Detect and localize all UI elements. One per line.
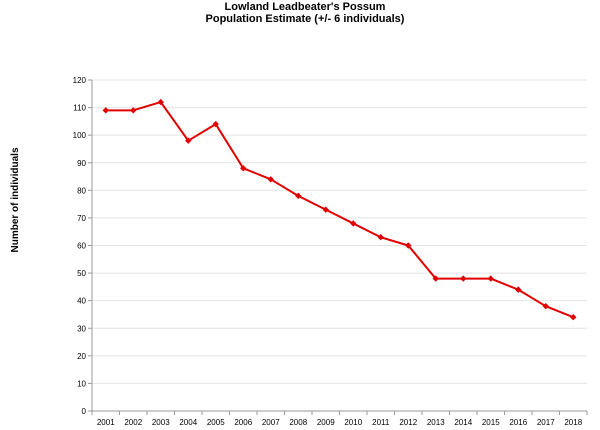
x-tick-label: 2016 [509, 418, 527, 427]
data-point-2009 [322, 206, 329, 213]
x-tick-label: 2004 [179, 418, 197, 427]
data-point-2011 [377, 234, 384, 241]
data-point-2001 [102, 107, 109, 114]
y-tick-label: 120 [73, 76, 87, 85]
data-point-2015 [487, 275, 494, 282]
y-tick-label: 30 [77, 324, 86, 333]
series-population [102, 98, 577, 321]
data-point-2017 [542, 302, 549, 310]
data-point-2002 [130, 107, 137, 114]
x-tick-label: 2002 [124, 418, 142, 427]
data-point-2003 [157, 98, 164, 106]
data-point-2018 [570, 314, 577, 321]
x-tick-label: 2007 [262, 418, 280, 427]
gridlines [92, 79, 587, 384]
series-line [105, 101, 574, 319]
data-point-2006 [240, 165, 247, 172]
axes [88, 79, 588, 415]
data-point-2016 [515, 286, 522, 293]
y-tick-label: 50 [77, 269, 86, 278]
y-tick-label: 90 [77, 159, 86, 168]
x-tick-label: 2010 [344, 418, 362, 427]
data-point-2005 [212, 120, 219, 128]
y-tick-label: 70 [77, 214, 86, 223]
x-tick-label: 2015 [482, 418, 500, 427]
y-tick-label: 100 [73, 131, 87, 140]
x-tick-label: 2011 [372, 418, 390, 427]
x-tick-label: 2008 [289, 418, 307, 427]
data-point-2008 [295, 192, 302, 200]
chart-subtitle: Population Estimate (+/- 6 individuals) [206, 13, 405, 25]
chart-title: Lowland Leadbeater's Possum [225, 1, 386, 13]
y-tick-label: 80 [77, 186, 86, 195]
data-point-2012 [405, 242, 412, 249]
x-tick-label: 2006 [234, 418, 252, 427]
x-tick-label: 2012 [399, 418, 417, 427]
x-tick-label: 2009 [317, 418, 335, 427]
data-point-2010 [350, 220, 357, 227]
x-tick-label: 2003 [152, 418, 170, 427]
data-point-2004 [185, 137, 192, 144]
x-tick-labels: 2001 2002 2003 2004 2005 2006 2007 2008 2009 2010… [97, 418, 583, 427]
y-tick-label: 110 [73, 104, 86, 113]
x-tick-label: 2017 [537, 418, 555, 427]
x-tick-label: 2013 [427, 418, 445, 427]
data-point-2014 [460, 275, 467, 282]
data-point-2013 [432, 275, 439, 282]
y-axis-label: Number of individuals [10, 147, 21, 252]
data-point-2007 [267, 176, 274, 183]
x-tick-label: 2014 [454, 418, 472, 427]
y-tick-label: 0 [82, 407, 87, 416]
y-tick-label: 10 [77, 379, 86, 388]
y-tick-labels: 0 10 20 30 40 50 60 70 80 90 100 110 120 [73, 76, 87, 416]
y-tick-label: 20 [77, 352, 86, 361]
x-tick-label: 2001 [97, 418, 115, 427]
x-tick-label: 2018 [564, 418, 582, 427]
y-tick-label: 60 [77, 242, 86, 251]
y-tick-label: 40 [77, 297, 86, 306]
x-tick-label: 2005 [207, 418, 225, 427]
